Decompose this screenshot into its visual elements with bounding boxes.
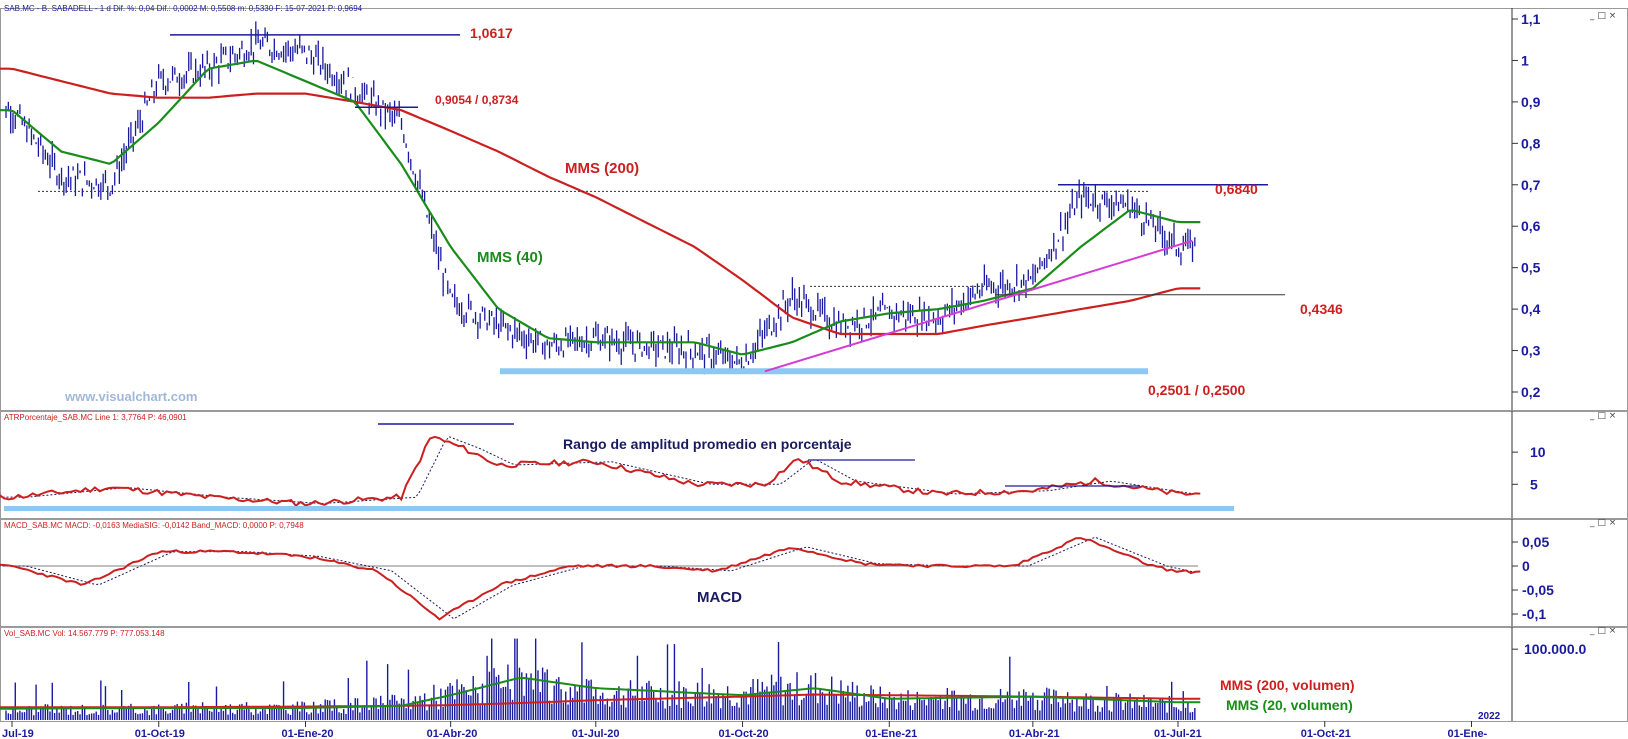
price-bars [5,21,1196,375]
price-y-axis: 1,1 1 0,9 0,8 0,7 0,6 0,5 0,4 0,3 0,2 [1512,11,1541,400]
volume-header: Vol_SAB.MC Vol: 14.567.779 P: 777.053.14… [4,629,165,638]
x-tick-label: 01-Oct-20 [719,728,769,739]
support-band-0-2501 [500,368,1148,375]
macd-panel: MACD_SAB.MC MACD: -0,0163 MediaSIG: -0,0… [0,521,1554,622]
price-tick-label: 0,3 [1521,343,1541,359]
window-button-group[interactable]: _ □ × [1589,626,1616,636]
label-mms-200: MMS (200) [565,160,639,177]
window-buttons[interactable]: _ □ × _ □ × _ □ × _ □ × [1589,11,1616,636]
panel-frame [0,519,1628,627]
price-tick-label: 0,7 [1521,177,1541,193]
atr-support-band [4,506,1234,511]
window-button-group[interactable]: _ □ × [1589,518,1616,528]
support-trendline [764,239,1193,373]
x-tick-label: 01-Oct-21 [1301,728,1351,739]
atr-tick-label: 10 [1530,444,1546,460]
mms-200-line [0,67,1201,336]
panel-frame [0,8,1628,411]
x-tick-label: 01-Ene-21 [865,728,917,739]
x-tick-label: 01-Jul-21 [1154,728,1202,739]
price-tick-label: 0,2 [1521,384,1541,400]
macd-line [0,537,1201,621]
macd-title: MACD [697,589,742,606]
macd-tick-label: -0,05 [1522,582,1554,598]
x-axis: Jul-19 01-Oct-19 01-Ene-20 01-Abr-20 01-Jul-… [2,711,1501,739]
atr-y-axis: 10 5 [1512,444,1546,492]
price-tick-label: 0,6 [1521,218,1541,234]
annotation-1-0617: 1,0617 [470,25,513,41]
macd-lines [0,536,1201,621]
annotation-0-4346: 0,4346 [1300,301,1343,317]
price-tick-label: 1,1 [1521,11,1541,27]
x-tick-label: 01-Abr-21 [1009,728,1060,739]
atr-title: Rango de amplitud promedio en porcentaje [563,436,852,452]
year-marker: 2022 [1478,711,1501,722]
volume-mms-20-line [0,676,1201,710]
volume-panel: Vol_SAB.MC Vol: 14.567.779 P: 777.053.14… [0,629,1586,720]
x-tick-label: 01-Abr-20 [427,728,478,739]
price-panel: SAB.MC - B. SABADELL - 1 d Dif. %: 0,04 … [0,4,1541,404]
atr-lines [0,423,1234,511]
x-tick-label: 01-Jul-20 [572,728,620,739]
x-tick-label: 01-Oct-19 [135,728,185,739]
atr-tick-label: 5 [1530,476,1538,492]
window-button-group[interactable]: _ □ × [1589,11,1616,21]
macd-tick-label: 0 [1522,558,1530,574]
price-tick-label: 1 [1521,52,1529,68]
annotation-0-6840: 0,6840 [1215,181,1258,197]
price-tick-label: 0,9 [1521,94,1541,110]
window-button-group[interactable]: _ □ × [1589,411,1616,421]
macd-y-axis: 0,05 0 -0,05 -0,1 [1512,534,1554,622]
price-tick-label: 0,5 [1521,260,1541,276]
price-tick-label: 0,8 [1521,135,1541,151]
annotation-0-9054: 0,9054 / 0,8734 [435,93,519,107]
atr-panel: ATRPorcentaje_SAB.MC Line 1: 3,7764 P: 4… [0,413,1546,511]
macd-tick-label: 0,05 [1522,534,1549,550]
x-tick-label: 01-Ene- [1447,728,1487,739]
atr-line [0,435,1201,507]
x-tick-label: Jul-19 [2,728,34,739]
macd-header: MACD_SAB.MC MACD: -0,0163 MediaSIG: -0,0… [4,521,304,530]
volume-bars [5,638,1196,720]
x-tick-label: 01-Ene-20 [281,728,333,739]
panel-frames [0,8,1628,722]
volume-tick-label: 100.000.0 [1524,641,1586,657]
mms-40-line [0,59,1201,356]
legend-mms-200-volumen: MMS (200, volumen) [1220,677,1355,693]
watermark: www.visualchart.com [64,389,197,404]
macd-signal-line [0,536,1201,620]
annotation-0-2501: 0,2501 / 0,2500 [1148,382,1246,398]
atr-header: ATRPorcentaje_SAB.MC Line 1: 3,7764 P: 4… [4,413,187,422]
legend-mms-20-volumen: MMS (20, volumen) [1226,697,1353,713]
price-lines [0,59,1201,356]
price-tick-label: 0,4 [1521,301,1541,317]
label-mms-40: MMS (40) [477,249,543,266]
volume-lines [0,676,1201,710]
price-annotations [38,34,1285,375]
macd-tick-label: -0,1 [1522,606,1546,622]
price-header: SAB.MC - B. SABADELL - 1 d Dif. %: 0,04 … [4,4,363,13]
volume-y-axis: 100.000.0 [1512,641,1586,657]
panel-frame [0,411,1628,519]
